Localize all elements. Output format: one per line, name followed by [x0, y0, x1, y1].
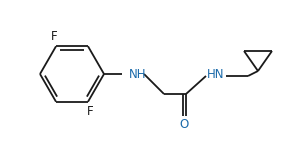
- Text: O: O: [180, 119, 189, 132]
- Text: NH: NH: [129, 68, 146, 80]
- Text: F: F: [51, 30, 57, 43]
- Text: F: F: [87, 105, 93, 118]
- Text: HN: HN: [207, 68, 224, 81]
